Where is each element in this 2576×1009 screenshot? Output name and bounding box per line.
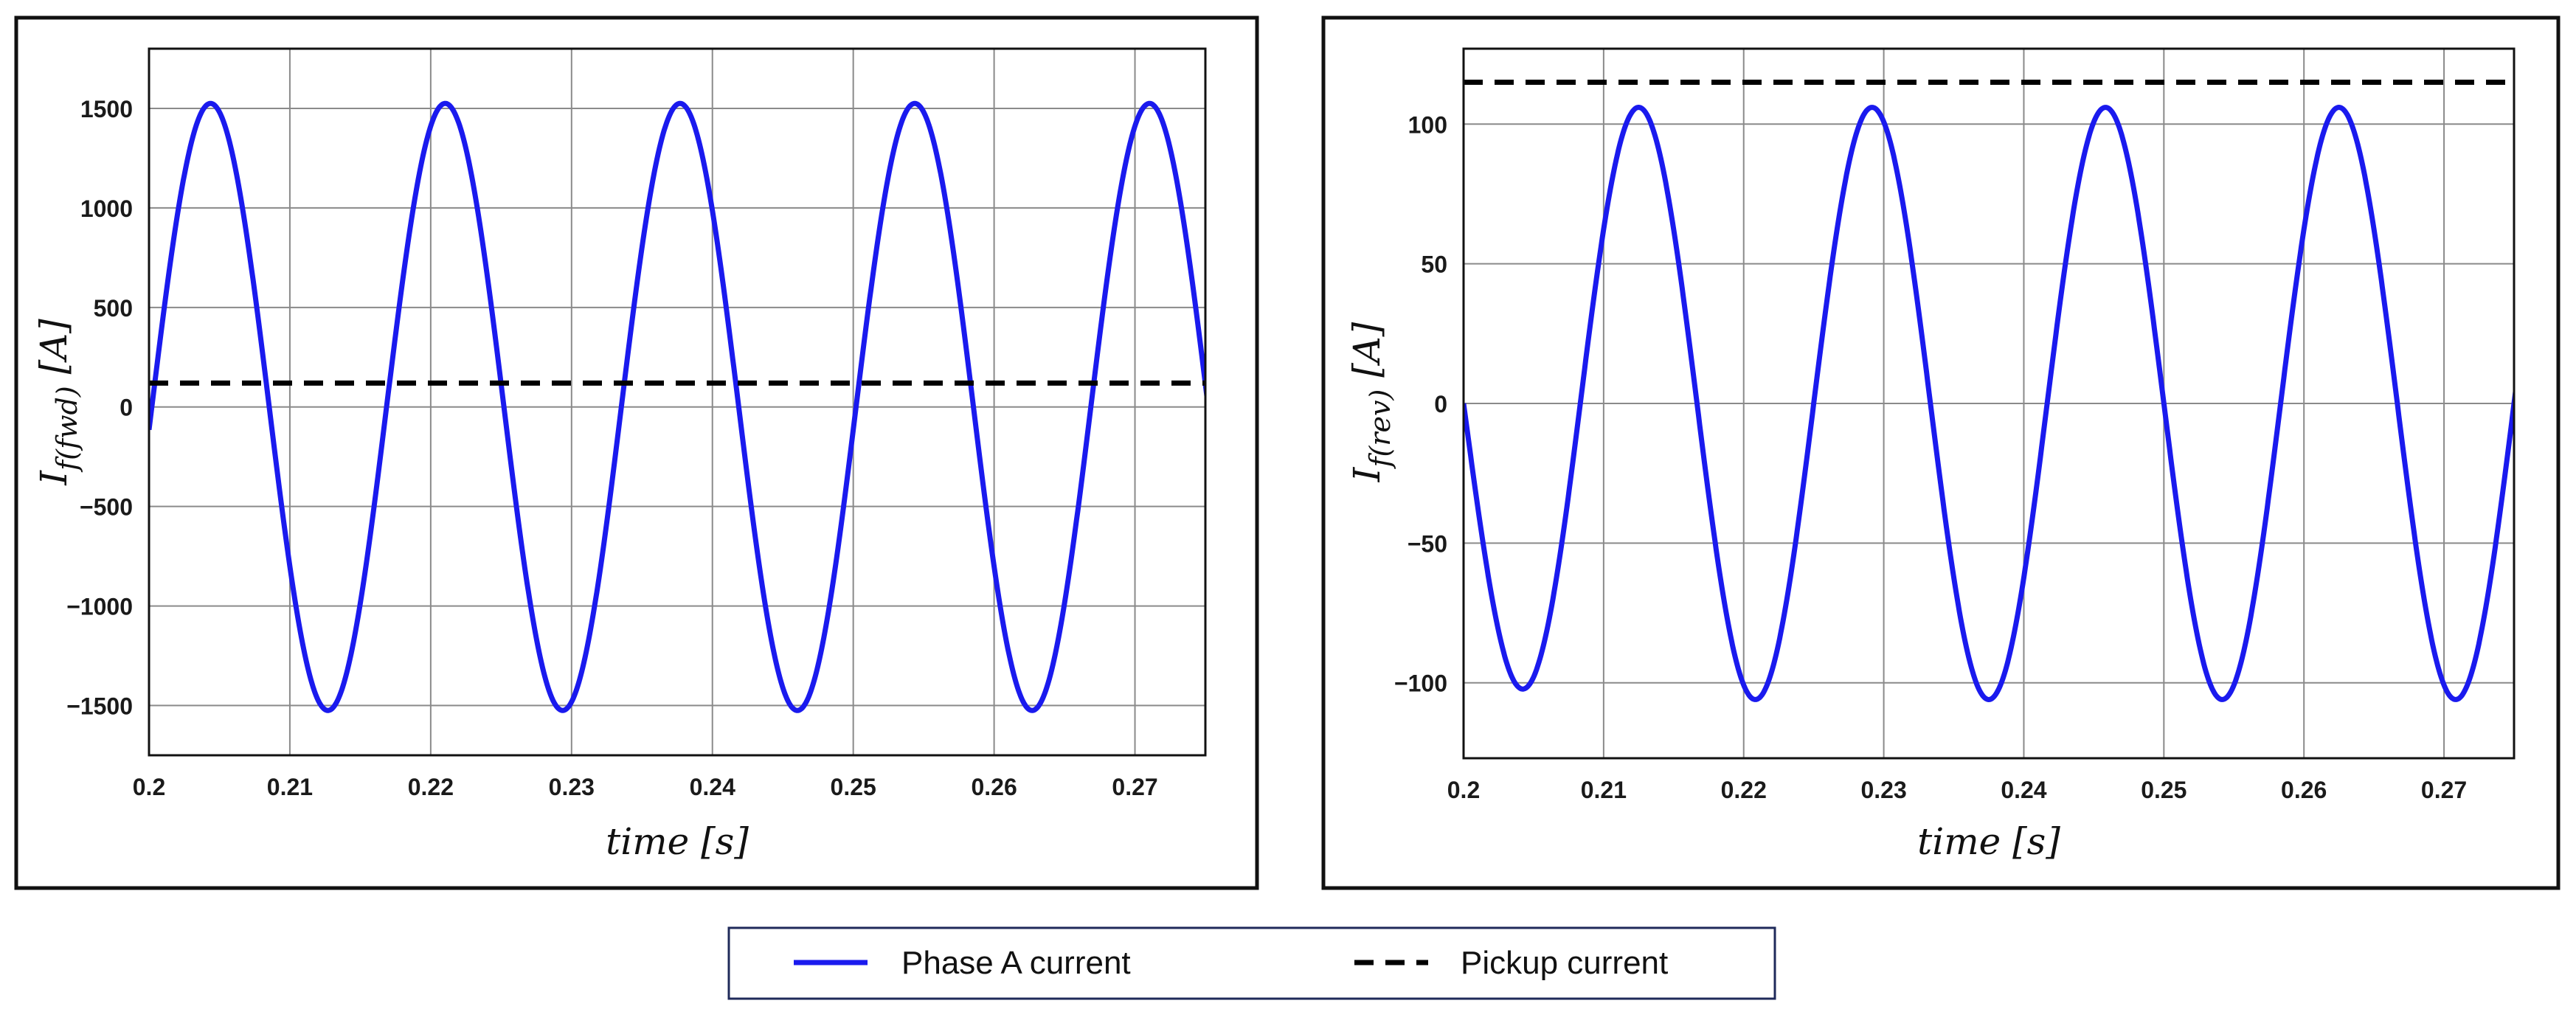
- plot-frame: [148, 47, 1207, 757]
- y-tick-label: −1500: [66, 693, 133, 720]
- x-tick-label: 0.25: [2141, 777, 2187, 803]
- y-axis-label: If(rev) [A]: [1346, 322, 1396, 482]
- x-tick-label: 0.26: [2281, 777, 2327, 803]
- plot-area: [149, 49, 1205, 755]
- x-tick-label: 0.23: [549, 774, 595, 800]
- y-tick-label: −500: [80, 494, 133, 521]
- y-tick-label: −1000: [66, 594, 133, 620]
- y-tick-label: 50: [1421, 252, 1447, 278]
- x-tick-label: 0.21: [1581, 777, 1627, 803]
- legend-phase-a-label: Phase A current: [901, 945, 1131, 981]
- x-tick-label: 0.22: [408, 774, 454, 800]
- right-chart: 0.2 0.21 0.22 0.23 0.24 0.25 0.26 0.27 100 50 0 −50…: [1346, 47, 2516, 863]
- x-tick-label: 0.24: [2001, 777, 2046, 803]
- y-tick-label: 0: [120, 395, 133, 421]
- x-tick-label: 0.23: [1860, 777, 1906, 803]
- phase-a-current-line: [149, 100, 1205, 713]
- y-tick-label: 1000: [80, 195, 133, 222]
- x-tick-label: 0.26: [971, 774, 1017, 800]
- left-chart: 0.2 0.21 0.22 0.23 0.24 0.25 0.26 0.27 1500 1000 5…: [32, 47, 1207, 863]
- x-tick-label: 0.27: [1112, 774, 1157, 800]
- x-tick-label: 0.27: [2421, 777, 2467, 803]
- y-axis-label: If(fwd) [A]: [32, 319, 83, 486]
- x-axis-label: time [s]: [606, 820, 749, 863]
- y-tick-label: 1500: [80, 96, 133, 122]
- y-tick-label: −50: [1408, 530, 1447, 557]
- y-tick-label: 0: [1434, 391, 1447, 417]
- x-tick-label: 0.2: [1447, 777, 1480, 803]
- plot-frame: [1462, 47, 2516, 760]
- legend-box: [727, 926, 1776, 1000]
- x-tick-label: 0.2: [133, 774, 165, 800]
- legend-pickup-label: Pickup current: [1461, 945, 1668, 981]
- y-tick-label: −100: [1394, 670, 1447, 697]
- y-tick-label: 500: [94, 295, 133, 322]
- x-axis-label: time [s]: [1917, 820, 2060, 863]
- x-tick-label: 0.25: [831, 774, 876, 800]
- legend: Phase A current Pickup current: [727, 926, 1776, 1000]
- x-tick-label: 0.24: [690, 774, 735, 800]
- y-tick-label: 100: [1408, 111, 1447, 138]
- x-tick-label: 0.22: [1721, 777, 1767, 803]
- phase-a-current-line: [1464, 105, 2514, 702]
- x-tick-label: 0.21: [267, 774, 313, 800]
